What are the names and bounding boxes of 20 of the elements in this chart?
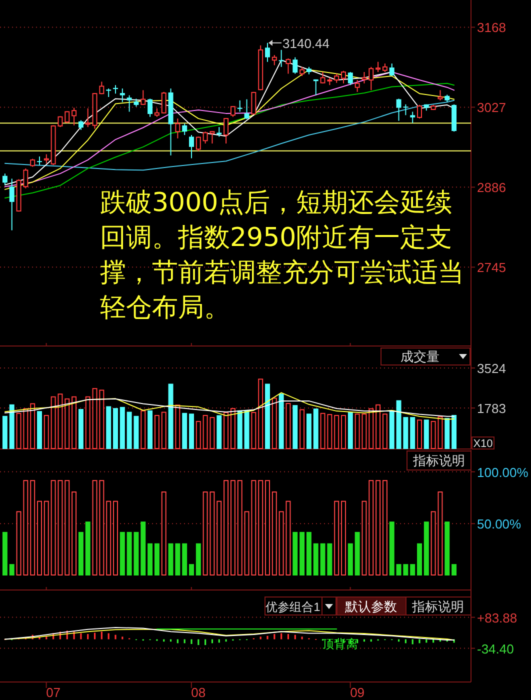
y-tick-label: 50.00% [477, 516, 522, 532]
y-tick-label: +83.88 [477, 610, 518, 626]
annotation: 3140.44 [282, 36, 330, 51]
annotation: 指标说明 [412, 453, 465, 468]
y-tick-label: 3524 [477, 360, 506, 376]
annotation: 成交量 [400, 349, 440, 364]
annotation: 顶背离 [322, 637, 358, 651]
annotation: 跌破3000点后，短期还会延续回调。指数2950附近有一定支撑，节前若调整充分可尝试适当轻仓布局。 [100, 187, 465, 325]
y-tick-label: 3168 [477, 20, 506, 36]
x-tick-label: 07 [46, 685, 61, 700]
y-tick-label: 100.00% [477, 464, 529, 480]
y-tick-label: 3027 [477, 100, 506, 116]
y-tick-label: 2745 [477, 260, 506, 276]
y-tick-label: -34.40 [477, 641, 514, 656]
y-tick-label: 2886 [477, 180, 506, 196]
x-tick-label: 08 [191, 685, 206, 700]
annotation: 默认参数 [344, 599, 397, 614]
x-tick-label: 09 [350, 685, 365, 700]
annotation: 指标说明 [411, 599, 464, 614]
y-tick-label: 1783 [477, 401, 506, 416]
